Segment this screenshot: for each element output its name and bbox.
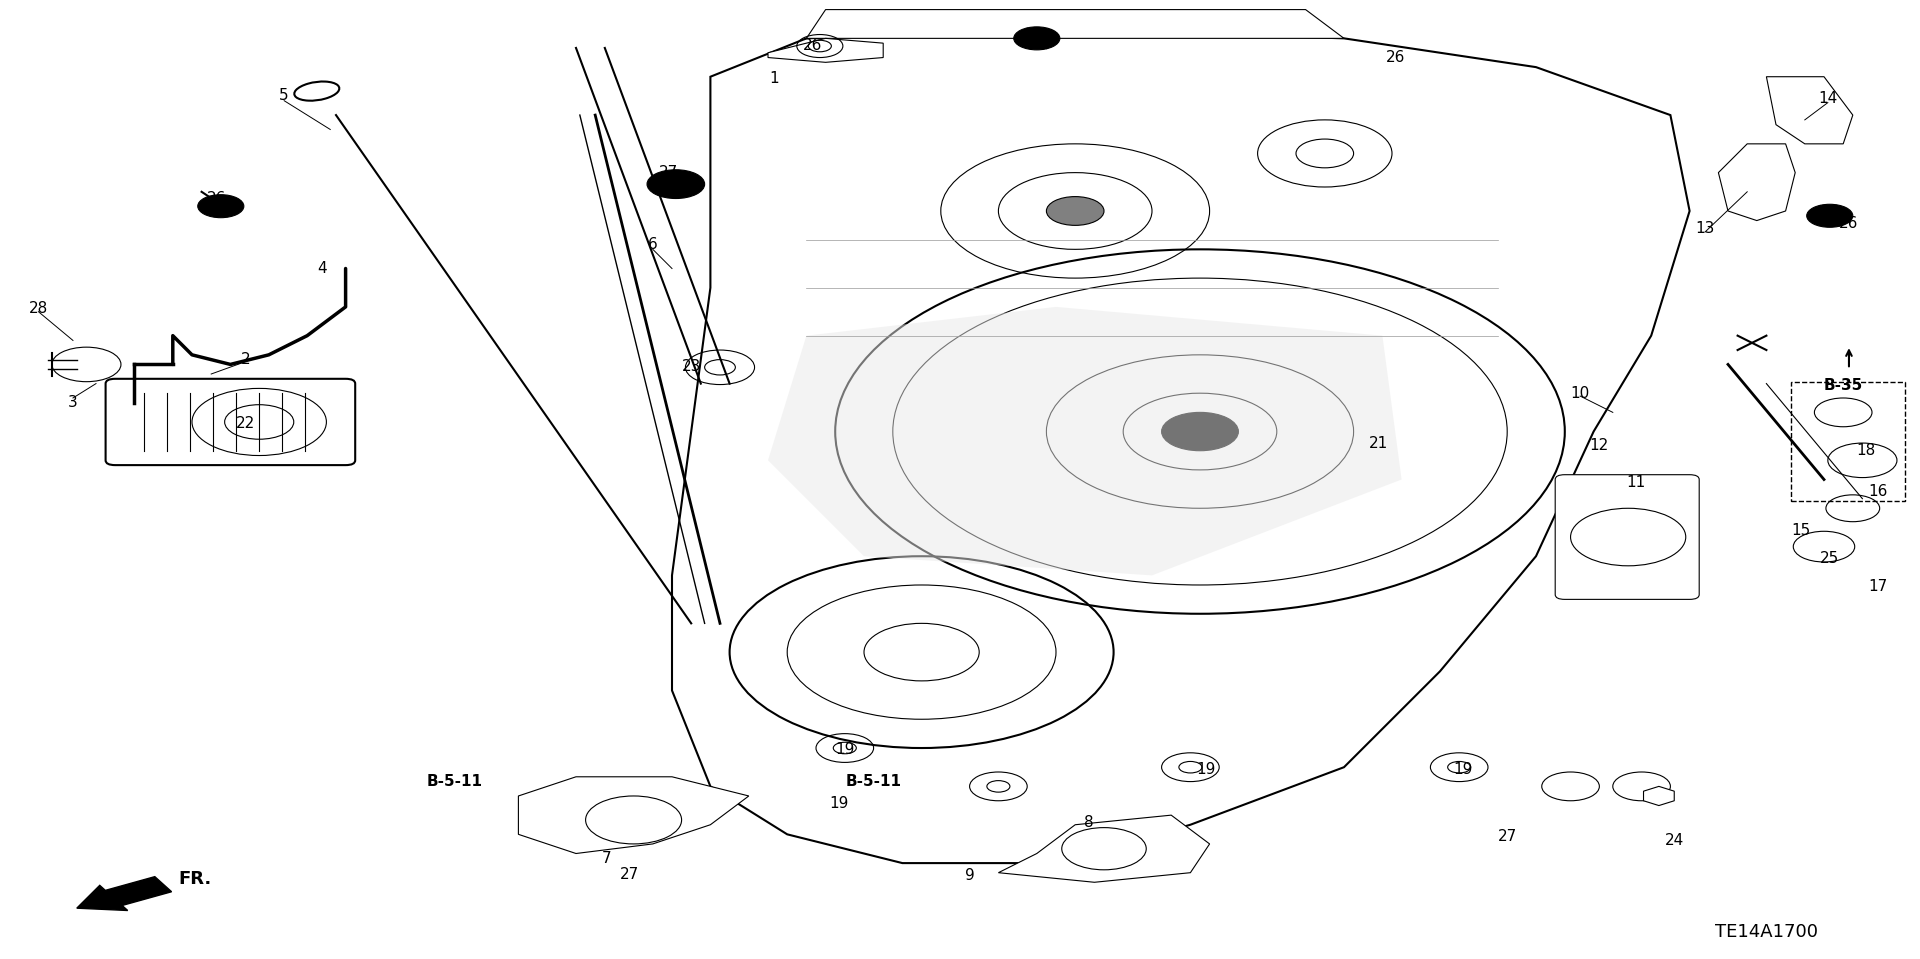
Text: 19: 19 bbox=[835, 742, 854, 758]
Polygon shape bbox=[1718, 144, 1795, 221]
Text: 27: 27 bbox=[659, 165, 678, 180]
Text: 7: 7 bbox=[601, 851, 612, 866]
Text: 26: 26 bbox=[1386, 50, 1405, 65]
Circle shape bbox=[1046, 197, 1104, 225]
Text: 1: 1 bbox=[768, 71, 780, 86]
Text: 6: 6 bbox=[647, 237, 659, 252]
Text: B-35: B-35 bbox=[1824, 378, 1862, 393]
FancyArrow shape bbox=[77, 877, 171, 910]
Text: 10: 10 bbox=[1571, 386, 1590, 401]
Text: 8: 8 bbox=[1083, 815, 1094, 830]
Text: B-5-11: B-5-11 bbox=[426, 774, 484, 789]
Text: 2: 2 bbox=[240, 352, 252, 367]
Text: 19: 19 bbox=[1453, 761, 1473, 777]
Text: 22: 22 bbox=[236, 416, 255, 432]
Text: 5: 5 bbox=[278, 88, 290, 104]
Circle shape bbox=[1807, 204, 1853, 227]
Text: FR.: FR. bbox=[179, 871, 211, 888]
Circle shape bbox=[647, 170, 705, 199]
Text: TE14A1700: TE14A1700 bbox=[1715, 924, 1818, 941]
Text: 18: 18 bbox=[1857, 443, 1876, 458]
FancyBboxPatch shape bbox=[1555, 475, 1699, 599]
Text: 26: 26 bbox=[1839, 216, 1859, 231]
Circle shape bbox=[1014, 27, 1060, 50]
Text: 24: 24 bbox=[1665, 832, 1684, 848]
Text: 25: 25 bbox=[1820, 550, 1839, 566]
Text: 19: 19 bbox=[1196, 761, 1215, 777]
Polygon shape bbox=[1766, 77, 1853, 144]
Text: 16: 16 bbox=[1868, 483, 1887, 499]
Circle shape bbox=[1162, 412, 1238, 451]
Text: 26: 26 bbox=[803, 37, 822, 53]
Polygon shape bbox=[672, 29, 1690, 863]
Text: 26: 26 bbox=[207, 191, 227, 206]
Text: B-5-11: B-5-11 bbox=[845, 774, 902, 789]
Text: 23: 23 bbox=[682, 359, 701, 374]
Text: 19: 19 bbox=[829, 796, 849, 811]
Text: 11: 11 bbox=[1626, 475, 1645, 490]
Polygon shape bbox=[1644, 786, 1674, 806]
Polygon shape bbox=[806, 10, 1344, 38]
Text: 3: 3 bbox=[67, 395, 79, 410]
Text: 27: 27 bbox=[1498, 829, 1517, 844]
Polygon shape bbox=[768, 38, 883, 62]
Text: 12: 12 bbox=[1590, 438, 1609, 454]
Text: 28: 28 bbox=[29, 301, 48, 316]
Polygon shape bbox=[998, 815, 1210, 882]
FancyBboxPatch shape bbox=[106, 379, 355, 465]
Text: 9: 9 bbox=[964, 868, 975, 883]
Text: 21: 21 bbox=[1369, 435, 1388, 451]
Circle shape bbox=[198, 195, 244, 218]
Text: 17: 17 bbox=[1868, 579, 1887, 595]
Text: 27: 27 bbox=[620, 867, 639, 882]
Text: 4: 4 bbox=[317, 261, 328, 276]
Text: 14: 14 bbox=[1818, 91, 1837, 106]
Text: 13: 13 bbox=[1695, 221, 1715, 236]
Polygon shape bbox=[518, 777, 749, 854]
Polygon shape bbox=[768, 307, 1402, 575]
Text: 15: 15 bbox=[1791, 523, 1811, 538]
